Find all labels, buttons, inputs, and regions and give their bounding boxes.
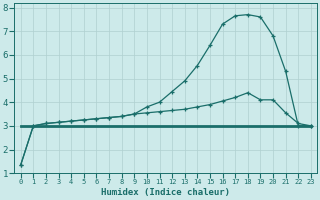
X-axis label: Humidex (Indice chaleur): Humidex (Indice chaleur) — [101, 188, 230, 197]
